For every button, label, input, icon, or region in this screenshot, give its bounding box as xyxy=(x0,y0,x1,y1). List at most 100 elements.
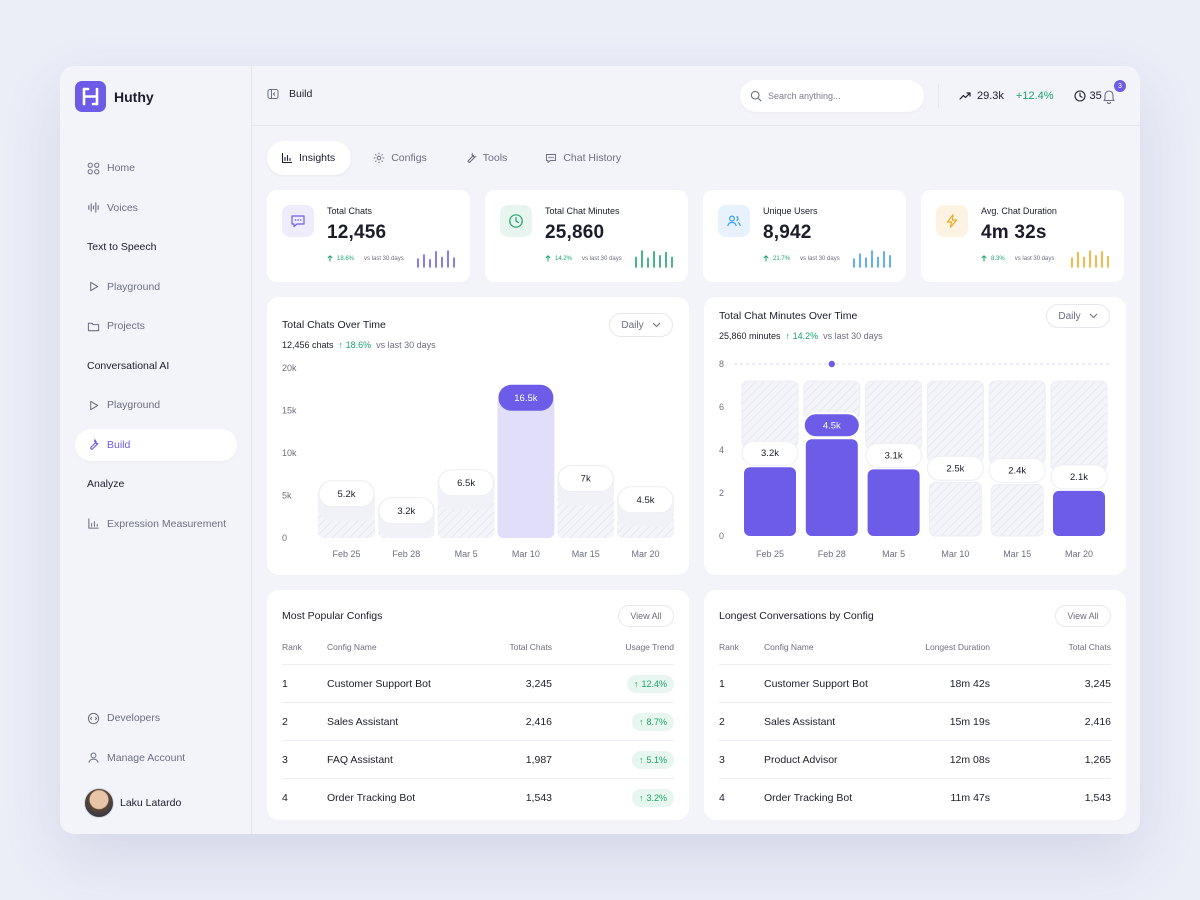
period-dropdown[interactable]: Daily xyxy=(1046,304,1110,328)
app-window: Huthy Home Voices Text to Speech Playgro… xyxy=(60,66,1140,834)
cell-usage-trend: ↑ 12.4% xyxy=(626,665,674,703)
card-delta-vs: vs last 30 days xyxy=(1014,255,1055,262)
header-rank: Rank xyxy=(282,642,302,652)
cell-config-name: Order Tracking Bot xyxy=(327,792,416,804)
user-profile[interactable]: Laku Latardo xyxy=(84,788,181,818)
sidebar-item-build[interactable]: Build xyxy=(75,428,237,461)
trend-pill: ↑ 5.1% xyxy=(631,751,674,769)
table-row[interactable]: 2 Sales Assistant 15m 19s 2,416 xyxy=(719,702,1111,740)
cell-rank: 3 xyxy=(719,754,725,766)
cell-total-chats: 3,245 xyxy=(525,678,552,690)
cell-total-chats: 1,543 xyxy=(1084,792,1111,804)
panel-total-chats-over-time: 0 5k 10k 15k 20k 5.2k Feb 25 3.2k Feb 28 6.5k Mar … xyxy=(267,297,689,575)
cell-total-chats: 1,543 xyxy=(525,792,552,804)
y-tick-label: 4 xyxy=(719,445,724,455)
header-total-chats: Total Chats xyxy=(1068,642,1111,652)
sidebar-item-developers[interactable]: Developers xyxy=(75,702,237,734)
sidebar-item-label: Expression Measurement xyxy=(107,517,227,530)
sidebar-item-expression-measurement[interactable]: Expression Measurement xyxy=(75,508,237,540)
data-label: 3.1k xyxy=(885,450,903,461)
sidebar-item-manage-account[interactable]: Manage Account xyxy=(75,742,237,774)
sidebar-section-label: Conversational AI xyxy=(87,359,170,372)
period-dropdown[interactable]: Daily xyxy=(609,313,673,337)
card-delta: 18.6% vs last 30 days xyxy=(327,255,404,262)
chat-icon xyxy=(282,205,314,237)
table-row[interactable]: 3 Product Advisor 12m 08s 1,265 xyxy=(719,740,1111,778)
logo[interactable]: Huthy xyxy=(75,81,154,112)
sidebar-item-label: Manage Account xyxy=(107,751,186,764)
cell-config-name: Customer Support Bot xyxy=(327,678,431,690)
sidebar-item-playground[interactable]: Playground xyxy=(75,271,237,303)
data-label: 2.5k xyxy=(946,463,964,474)
bar-label-pill xyxy=(318,480,375,508)
table-row[interactable]: 4 Order Tracking Bot 11m 47s 1,543 xyxy=(719,778,1111,816)
table-row[interactable]: 4 Order Tracking Bot 1,543 ↑ 3.2% xyxy=(282,778,674,816)
tab-configs[interactable]: Configs xyxy=(359,141,443,175)
chat-icon xyxy=(546,154,557,163)
grid-icon xyxy=(87,162,100,174)
bar-label-pill xyxy=(498,384,554,411)
chart-delta-value: 18.6% xyxy=(345,340,372,350)
x-tick-label: Mar 10 xyxy=(941,549,969,559)
chart-title: Total Chats Over Time xyxy=(282,319,386,331)
x-tick-label: Mar 20 xyxy=(631,549,659,559)
cell-usage-trend: ↑ 3.2% xyxy=(631,779,674,817)
data-label: 3.2k xyxy=(761,448,779,459)
chevron-down-icon xyxy=(652,322,660,328)
stat-card-total-chat-minutes: Total Chat Minutes 25,860 14.2% vs last … xyxy=(485,190,688,282)
x-tick-label: Mar 15 xyxy=(572,549,600,559)
table-row[interactable]: 1 Customer Support Bot 18m 42s 3,245 xyxy=(719,664,1111,702)
bar-label-pill xyxy=(926,455,984,481)
cell-config-name: Sales Assistant xyxy=(764,716,836,728)
stat-card-avg-chat-duration: Avg. Chat Duration 4m 32s 8.3% vs last 3… xyxy=(921,190,1124,282)
table-row[interactable]: 2 Sales Assistant 2,416 ↑ 8.7% xyxy=(282,702,674,740)
y-tick-label: 6 xyxy=(719,402,724,412)
x-tick-label: Mar 15 xyxy=(1003,549,1031,559)
header-rank: Rank xyxy=(719,642,739,652)
tab-bar: Insights Configs Tools Chat History xyxy=(267,141,645,175)
cell-longest-duration: 18m 42s xyxy=(949,678,990,690)
search-input[interactable] xyxy=(768,91,908,101)
y-tick-label: 20k xyxy=(282,363,297,373)
header-config-name: Config Name xyxy=(764,642,814,652)
card-value: 4m 32s xyxy=(981,222,1047,243)
table-row[interactable]: 3 FAQ Assistant 1,987 ↑ 5.1% xyxy=(282,740,674,778)
view-all-button[interactable]: View All xyxy=(1055,605,1111,627)
arrow-up-icon xyxy=(763,255,769,262)
main-content: Build 29.3k +12.4% 35 3 Insights xyxy=(252,66,1140,834)
sidebar-item-playground-2[interactable]: Playground xyxy=(75,389,237,421)
trend-value: 5.1% xyxy=(646,755,667,765)
highlight-dot xyxy=(828,360,835,368)
search-box xyxy=(740,80,924,112)
user-icon xyxy=(88,752,99,763)
bell-icon[interactable] xyxy=(1102,88,1116,104)
bar-label-pill xyxy=(741,440,799,466)
cell-rank: 2 xyxy=(282,716,288,728)
card-delta: 8.3% vs last 30 days xyxy=(981,255,1054,262)
tab-insights[interactable]: Insights xyxy=(267,141,352,175)
y-tick-label: 10k xyxy=(282,448,297,458)
tab-chat-history[interactable]: Chat History xyxy=(531,141,637,175)
data-label: 4.5k xyxy=(637,495,655,506)
sidebar-item-label: Home xyxy=(107,162,136,174)
sidebar-item-voices[interactable]: Voices xyxy=(75,192,237,224)
tab-tools[interactable]: Tools xyxy=(451,141,524,175)
sidebar-item-label: Projects xyxy=(107,320,145,332)
bar xyxy=(1053,490,1105,536)
header-longest-duration: Longest Duration xyxy=(925,642,990,652)
data-label: 2.1k xyxy=(1070,472,1088,483)
sidebar-section-conversational-ai: Conversational AI xyxy=(75,350,237,382)
chart-total: 25,860 minutes xyxy=(719,331,781,341)
cell-rank: 1 xyxy=(282,678,288,690)
play-icon xyxy=(90,400,99,410)
cell-total-chats: 2,416 xyxy=(1084,716,1111,728)
sidebar-item-projects[interactable]: Projects xyxy=(75,310,237,342)
trend-pill: ↑ 12.4% xyxy=(626,675,674,693)
folder-icon xyxy=(87,322,100,331)
sidebar-toggle-icon[interactable] xyxy=(267,88,279,100)
table-row[interactable]: 1 Customer Support Bot 3,245 ↑ 12.4% xyxy=(282,664,674,702)
sidebar-item-home[interactable]: Home xyxy=(75,152,237,184)
view-all-button[interactable]: View All xyxy=(618,605,674,627)
card-delta-vs: vs last 30 days xyxy=(582,255,622,262)
developers-icon xyxy=(87,712,100,724)
